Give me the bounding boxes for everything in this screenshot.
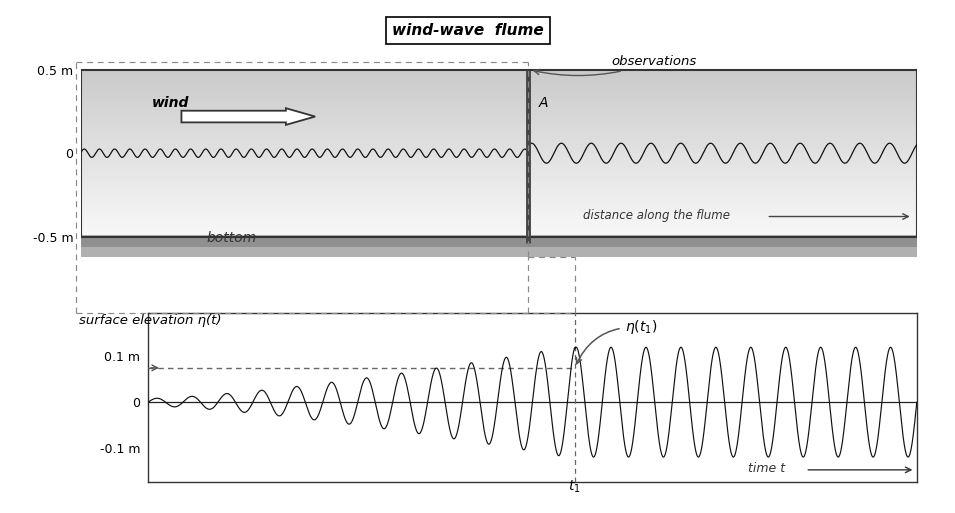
Bar bbox=[81, 235, 917, 247]
Bar bbox=[81, 98, 917, 103]
Text: $t_1$: $t_1$ bbox=[568, 479, 581, 496]
Bar bbox=[81, 190, 917, 195]
Bar bbox=[81, 211, 917, 215]
Bar bbox=[81, 115, 917, 120]
Bar bbox=[81, 145, 917, 149]
Bar bbox=[81, 215, 917, 220]
Bar bbox=[81, 232, 917, 236]
Text: bottom: bottom bbox=[206, 231, 257, 245]
Text: A: A bbox=[539, 95, 548, 110]
Bar bbox=[81, 136, 917, 141]
Bar bbox=[81, 220, 917, 224]
Bar bbox=[81, 149, 917, 153]
Bar bbox=[81, 107, 917, 111]
Text: wind-wave  flume: wind-wave flume bbox=[393, 23, 543, 38]
Bar bbox=[81, 111, 917, 116]
Text: surface elevation η(t): surface elevation η(t) bbox=[79, 314, 222, 327]
Bar bbox=[81, 169, 917, 174]
Text: observations: observations bbox=[534, 55, 697, 75]
Text: distance along the flume: distance along the flume bbox=[583, 209, 730, 222]
Bar bbox=[81, 199, 917, 203]
Bar bbox=[81, 70, 917, 74]
Bar bbox=[81, 82, 917, 87]
Text: time t: time t bbox=[748, 462, 785, 475]
Bar bbox=[81, 141, 917, 145]
Bar bbox=[81, 74, 917, 78]
Bar bbox=[81, 203, 917, 207]
Bar bbox=[81, 174, 917, 178]
Bar bbox=[81, 90, 917, 95]
Bar bbox=[81, 165, 917, 170]
Bar bbox=[81, 132, 917, 136]
Bar bbox=[81, 194, 917, 199]
Bar bbox=[81, 224, 917, 228]
Bar bbox=[81, 86, 917, 91]
Text: wind: wind bbox=[152, 96, 190, 110]
Bar bbox=[81, 235, 917, 256]
Bar bbox=[81, 228, 917, 232]
FancyArrow shape bbox=[181, 108, 315, 125]
Text: $\mathit{\eta}(t_1)$: $\mathit{\eta}(t_1)$ bbox=[577, 318, 657, 364]
Bar bbox=[81, 207, 917, 211]
Bar bbox=[81, 120, 917, 124]
Bar bbox=[81, 103, 917, 107]
Bar bbox=[81, 157, 917, 162]
Bar bbox=[81, 186, 917, 191]
Bar bbox=[81, 78, 917, 83]
Bar bbox=[81, 178, 917, 182]
Bar bbox=[81, 161, 917, 166]
Bar bbox=[81, 128, 917, 132]
Bar bbox=[81, 94, 917, 99]
Bar bbox=[81, 153, 917, 157]
Bar bbox=[81, 182, 917, 187]
Bar bbox=[81, 124, 917, 128]
